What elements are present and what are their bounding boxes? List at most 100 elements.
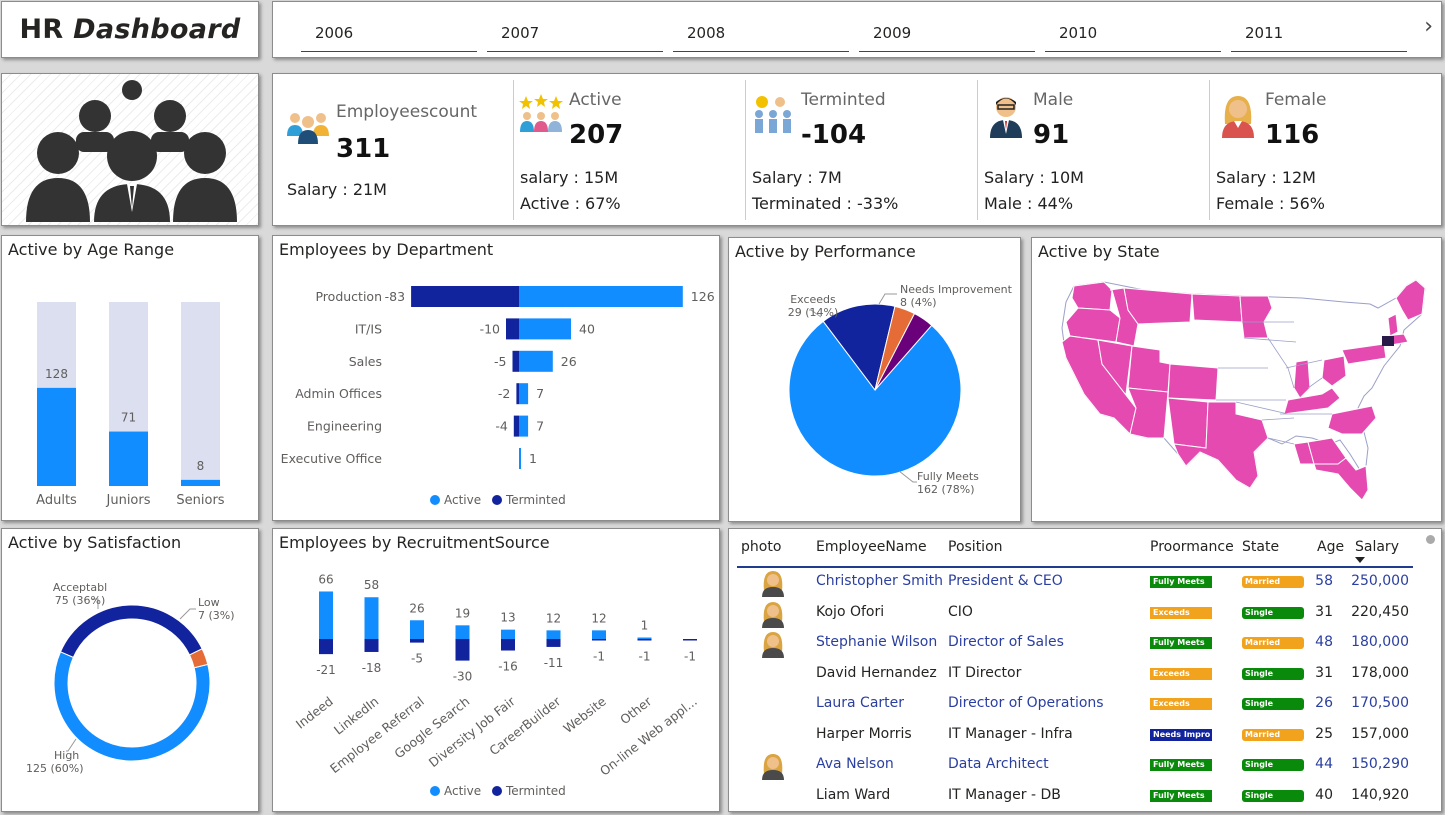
column-header-state[interactable]: State	[1242, 539, 1280, 555]
kpi-salary: Salary : 7M	[752, 168, 842, 187]
year-tile-2006[interactable]: 2006	[301, 24, 477, 52]
table-row[interactable]: Laura Carter Director of Operations Exce…	[729, 689, 1429, 719]
dept-terminated-bar[interactable]	[513, 415, 519, 437]
year-tile-2009[interactable]: 2009	[859, 24, 1035, 52]
table-row[interactable]: David Hernandez IT Director Exceeds Sing…	[729, 659, 1429, 689]
state-vermont-nh	[1387, 313, 1399, 337]
active-states[interactable]	[1061, 279, 1426, 501]
employees-group-icon	[287, 113, 329, 144]
employee-position: President & CEO	[948, 573, 1063, 589]
legend-active[interactable]: Active	[444, 784, 481, 798]
state-connecticut[interactable]	[1382, 336, 1394, 346]
age-bar[interactable]	[181, 479, 220, 486]
dept-active-label: 7	[536, 419, 544, 434]
year-tile-2007[interactable]: 2007	[487, 24, 663, 52]
table-row[interactable]: Harper Morris IT Manager - Infra Needs I…	[729, 720, 1429, 750]
marital-status-badge: Married	[1242, 728, 1304, 741]
dept-active-bar[interactable]	[519, 350, 553, 372]
column-header-salary[interactable]: Salary	[1355, 539, 1399, 555]
recruitment-terminated-bar[interactable]	[637, 639, 652, 641]
employee-age: 26	[1315, 695, 1333, 711]
chevron-right-icon[interactable]: ›	[1424, 14, 1433, 39]
year-tile-2008[interactable]: 2008	[673, 24, 849, 52]
recruitment-terminated-bar[interactable]	[319, 639, 333, 655]
column-header-age[interactable]: Age	[1317, 539, 1345, 555]
recruitment-terminated-bar[interactable]	[410, 639, 424, 643]
performance-slice[interactable]	[822, 303, 896, 392]
table-row[interactable]: Liam Ward IT Manager - DB Fully Meets Si…	[729, 781, 1429, 811]
employee-position: Data Architect	[948, 756, 1049, 772]
recruitment-active-bar[interactable]	[455, 625, 470, 639]
kpi-terminated: Terminted -104 Salary : 7M Terminated : …	[745, 80, 977, 220]
table-row[interactable]: Stephanie Wilson Director of Sales Fully…	[729, 628, 1429, 658]
dept-active-bar[interactable]	[519, 448, 521, 469]
dept-active-bar[interactable]	[519, 415, 529, 437]
legend-terminated[interactable]: Terminted	[505, 784, 566, 798]
dept-terminated-bar[interactable]	[411, 286, 519, 307]
recruitment-active-bar[interactable]	[501, 629, 515, 639]
dept-active-bar[interactable]	[519, 318, 571, 340]
dept-active-bar[interactable]	[519, 383, 529, 405]
performance-slice[interactable]	[788, 320, 962, 477]
dept-terminated-label: -83	[385, 289, 405, 304]
recruitment-active-bar[interactable]	[364, 597, 379, 639]
satisfaction-slice[interactable]	[53, 651, 211, 762]
dept-terminated-bar[interactable]	[512, 350, 520, 372]
dept-terminated-bar[interactable]	[506, 318, 519, 340]
employee-name[interactable]: Stephanie Wilson	[816, 634, 938, 650]
employee-age: 58	[1315, 573, 1333, 589]
age-bar[interactable]	[37, 387, 76, 486]
table-row[interactable]: Kojo Ofori CIO Exceeds Single 31 220,450	[729, 598, 1429, 628]
employee-name[interactable]: Kojo Ofori	[816, 603, 885, 620]
column-header-name[interactable]: EmployeeName	[816, 539, 927, 555]
recruitment-category-label: Website	[560, 693, 609, 736]
employee-name[interactable]: Liam Ward	[816, 786, 891, 803]
recruitment-active-bar[interactable]	[592, 630, 606, 639]
recruitment-terminated-bar[interactable]	[546, 639, 561, 647]
employee-name[interactable]: Harper Morris	[816, 725, 912, 742]
recruitment-terminated-bar[interactable]	[455, 639, 470, 661]
age-bar[interactable]	[109, 431, 148, 486]
table-row[interactable]: Christopher Smith President & CEO Fully …	[729, 567, 1429, 597]
recruitment-active-bar[interactable]	[410, 620, 424, 639]
usa-state-map[interactable]	[1032, 238, 1442, 522]
column-header-position[interactable]: Position	[948, 539, 1003, 555]
employee-salary: 180,000	[1351, 634, 1409, 650]
sort-desc-icon[interactable]	[1355, 557, 1365, 563]
recruitment-terminated-bar[interactable]	[592, 639, 606, 641]
legend-terminated[interactable]: Terminted	[505, 493, 566, 507]
recruitment-active-bar[interactable]	[637, 637, 652, 640]
scrollbar-thumb[interactable]	[1426, 535, 1435, 544]
employee-name[interactable]: Christopher Smith	[816, 573, 943, 589]
recruitment-active-bar[interactable]	[546, 630, 561, 639]
recruitment-active-bar[interactable]	[319, 591, 333, 639]
column-header-performance[interactable]: Proormance	[1150, 539, 1234, 555]
kpi-salary: Salary : 10M	[984, 168, 1084, 187]
performance-slice[interactable]	[874, 312, 933, 391]
performance-badge: Fully Meets	[1150, 759, 1212, 771]
employee-name[interactable]: David Hernandez	[816, 664, 937, 681]
satisfaction-slice-value: 75 (36%)	[55, 594, 106, 607]
recruitment-terminated-bar[interactable]	[364, 639, 379, 652]
recruitment-active-label: 26	[409, 601, 424, 615]
satisfaction-slice[interactable]	[59, 604, 203, 659]
recruitment-terminated-bar[interactable]	[683, 639, 697, 641]
recruitment-terminated-label: -18	[362, 661, 382, 675]
dept-terminated-bar[interactable]	[516, 383, 519, 405]
employee-name[interactable]: Ava Nelson	[816, 756, 894, 772]
satisfaction-slice[interactable]	[188, 648, 209, 669]
satisfaction-card: Active by Satisfaction High 125 (60%) Acce…	[1, 528, 259, 812]
kpi-value: -104	[801, 120, 867, 150]
recruitment-terminated-bar[interactable]	[501, 639, 515, 651]
performance-badge: Exceeds	[1150, 606, 1212, 619]
dept-active-bar[interactable]	[519, 286, 683, 307]
year-tile-2010[interactable]: 2010	[1045, 24, 1221, 52]
employee-name[interactable]: Laura Carter	[816, 695, 905, 711]
year-tile-2011[interactable]: 2011	[1231, 24, 1407, 52]
legend-active[interactable]: Active	[444, 493, 481, 507]
column-header-photo[interactable]: photo	[741, 539, 782, 555]
recruitment-active-label: 19	[455, 606, 470, 620]
table-row[interactable]: Ava Nelson Data Architect Fully Meets Si…	[729, 750, 1429, 780]
